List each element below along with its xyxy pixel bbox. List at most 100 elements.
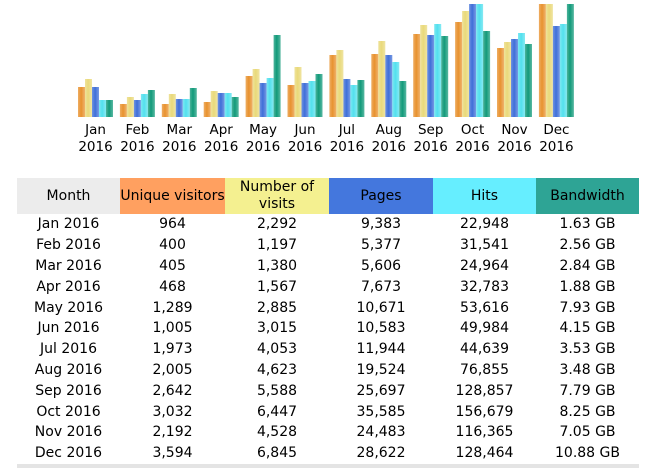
table-row: Sep 2016 2,642 5,588 25,697 128,857 7.79 GB	[17, 380, 639, 401]
month-year: 2016	[245, 139, 281, 155]
bar-bandwidth_gb-6	[357, 80, 365, 117]
cell-pages: 10,671	[356, 299, 406, 316]
bar-bandwidth_gb-7	[399, 81, 407, 117]
cell-hits: 31,541	[460, 237, 509, 254]
bar-bandwidth_gb-0	[106, 100, 113, 117]
month-year: 2016	[413, 139, 448, 155]
bar-visits-5	[294, 67, 302, 117]
table-row: Dec 2016 3,594 6,845 28,622 128,464 10.88 GB	[17, 442, 639, 468]
bar-unique_visitors-9	[455, 22, 463, 117]
bar-unique_visitors-2	[161, 104, 169, 117]
cell-pages: 5,606	[360, 257, 402, 274]
bar-unique_visitors-0	[78, 87, 85, 117]
cell-unique-visitors: 2,642	[152, 382, 193, 399]
cell-month: Aug 2016	[34, 361, 103, 378]
bar-bandwidth_gb-2	[189, 88, 197, 117]
month-name: Mar	[166, 122, 193, 138]
chart-month-label: Sep 2016	[410, 122, 452, 156]
cell-pages: 28,622	[329, 442, 433, 468]
cell-bandwidth: 1.88 GB	[559, 278, 616, 295]
cell-month: May 2016	[33, 299, 104, 316]
bar-pages-7	[385, 55, 393, 117]
chart-month-label: May 2016	[242, 122, 284, 156]
cell-visits: 6,845	[225, 442, 329, 468]
bar-pages-1	[133, 100, 141, 117]
cell-unique-visitors: 1,005	[152, 320, 193, 337]
bar-bandwidth_gb-4	[273, 35, 281, 117]
month-year: 2016	[539, 139, 574, 155]
bar-visits-11	[545, 4, 553, 117]
cell-unique-visitors: 964	[159, 216, 186, 233]
header-bandwidth: Bandwidth	[536, 178, 639, 214]
bar-hits-1	[140, 94, 148, 117]
month-year: 2016	[204, 139, 239, 155]
chart-month-label: Jul 2016	[326, 122, 368, 156]
cell-unique-visitors: 3,594	[120, 442, 225, 468]
month-name: Dec	[543, 122, 570, 138]
bar-visits-1	[126, 97, 134, 117]
header-pages: Pages	[329, 178, 433, 214]
bar-unique_visitors-4	[245, 76, 253, 117]
table-row: Nov 2016 2,192 4,528 24,483 116,365 7.05 GB	[17, 422, 639, 443]
cell-pages: 7,673	[360, 278, 402, 295]
month-year: 2016	[78, 139, 113, 155]
bar-bandwidth_gb-8	[441, 36, 449, 117]
cell-bandwidth: 2.56 GB	[559, 237, 616, 254]
cell-month: Oct 2016	[36, 403, 101, 420]
chart-month-label: Feb 2016	[116, 122, 158, 156]
bar-hits-11	[559, 24, 567, 117]
bar-hits-5	[308, 81, 316, 117]
cell-hits: 116,365	[455, 424, 514, 441]
cell-visits: 6,447	[256, 403, 298, 420]
month-name: Feb	[125, 122, 150, 138]
month-year: 2016	[371, 139, 406, 155]
cell-unique-visitors: 3,032	[152, 403, 193, 420]
month-year: 2016	[120, 139, 155, 155]
bar-pages-9	[469, 4, 477, 117]
cell-hits: 24,964	[460, 257, 509, 274]
cell-unique-visitors: 2,005	[152, 361, 193, 378]
cell-visits: 1,567	[256, 278, 298, 295]
bar-pages-6	[343, 79, 351, 117]
bar-unique_visitors-6	[329, 55, 337, 117]
bar-hits-3	[224, 93, 232, 117]
cell-month: Dec 2016	[17, 442, 120, 468]
bar-hits-4	[266, 78, 274, 117]
table-row: Feb 2016 400 1,197 5,377 31,541 2.56 GB	[17, 235, 639, 256]
bar-pages-4	[259, 83, 267, 117]
bar-visits-7	[378, 41, 386, 117]
bar-bandwidth_gb-1	[147, 90, 155, 117]
cell-bandwidth: 10.88 GB	[536, 442, 639, 468]
month-year: 2016	[287, 139, 323, 155]
cell-unique-visitors: 2,192	[152, 424, 193, 441]
bar-unique_visitors-10	[497, 48, 504, 117]
table-row: Oct 2016 3,032 6,447 35,585 156,679 8.25 GB	[17, 401, 639, 422]
bar-hits-6	[350, 85, 358, 117]
bar-hits-10	[518, 33, 525, 117]
bar-unique_visitors-11	[538, 4, 546, 117]
table-row: Aug 2016 2,005 4,623 19,524 76,855 3.48 GB	[17, 360, 639, 381]
bar-visits-2	[168, 94, 176, 117]
bar-pages-5	[301, 83, 309, 117]
chart-month-label: Dec 2016	[535, 122, 577, 156]
bar-pages-3	[217, 93, 225, 117]
cell-month: Apr 2016	[36, 278, 101, 295]
cell-hits: 44,639	[460, 341, 509, 358]
cell-month: Jun 2016	[37, 320, 100, 337]
cell-hits: 128,464	[433, 442, 536, 468]
bar-unique_visitors-7	[371, 54, 379, 117]
cell-bandwidth: 8.25 GB	[559, 403, 616, 420]
cell-bandwidth: 4.15 GB	[559, 320, 616, 337]
bar-visits-9	[462, 11, 470, 117]
cell-hits: 156,679	[455, 403, 514, 420]
bar-visits-8	[420, 25, 428, 117]
bar-pages-10	[511, 39, 518, 117]
bar-bandwidth_gb-10	[525, 44, 532, 117]
cell-bandwidth: 3.48 GB	[559, 361, 616, 378]
chart-month-label: Nov 2016	[494, 122, 536, 156]
bar-bandwidth_gb-11	[566, 4, 574, 117]
bar-hits-7	[392, 62, 400, 117]
cell-visits: 1,197	[256, 237, 298, 254]
bar-bandwidth_gb-3	[231, 97, 239, 117]
month-name: Nov	[501, 122, 528, 138]
